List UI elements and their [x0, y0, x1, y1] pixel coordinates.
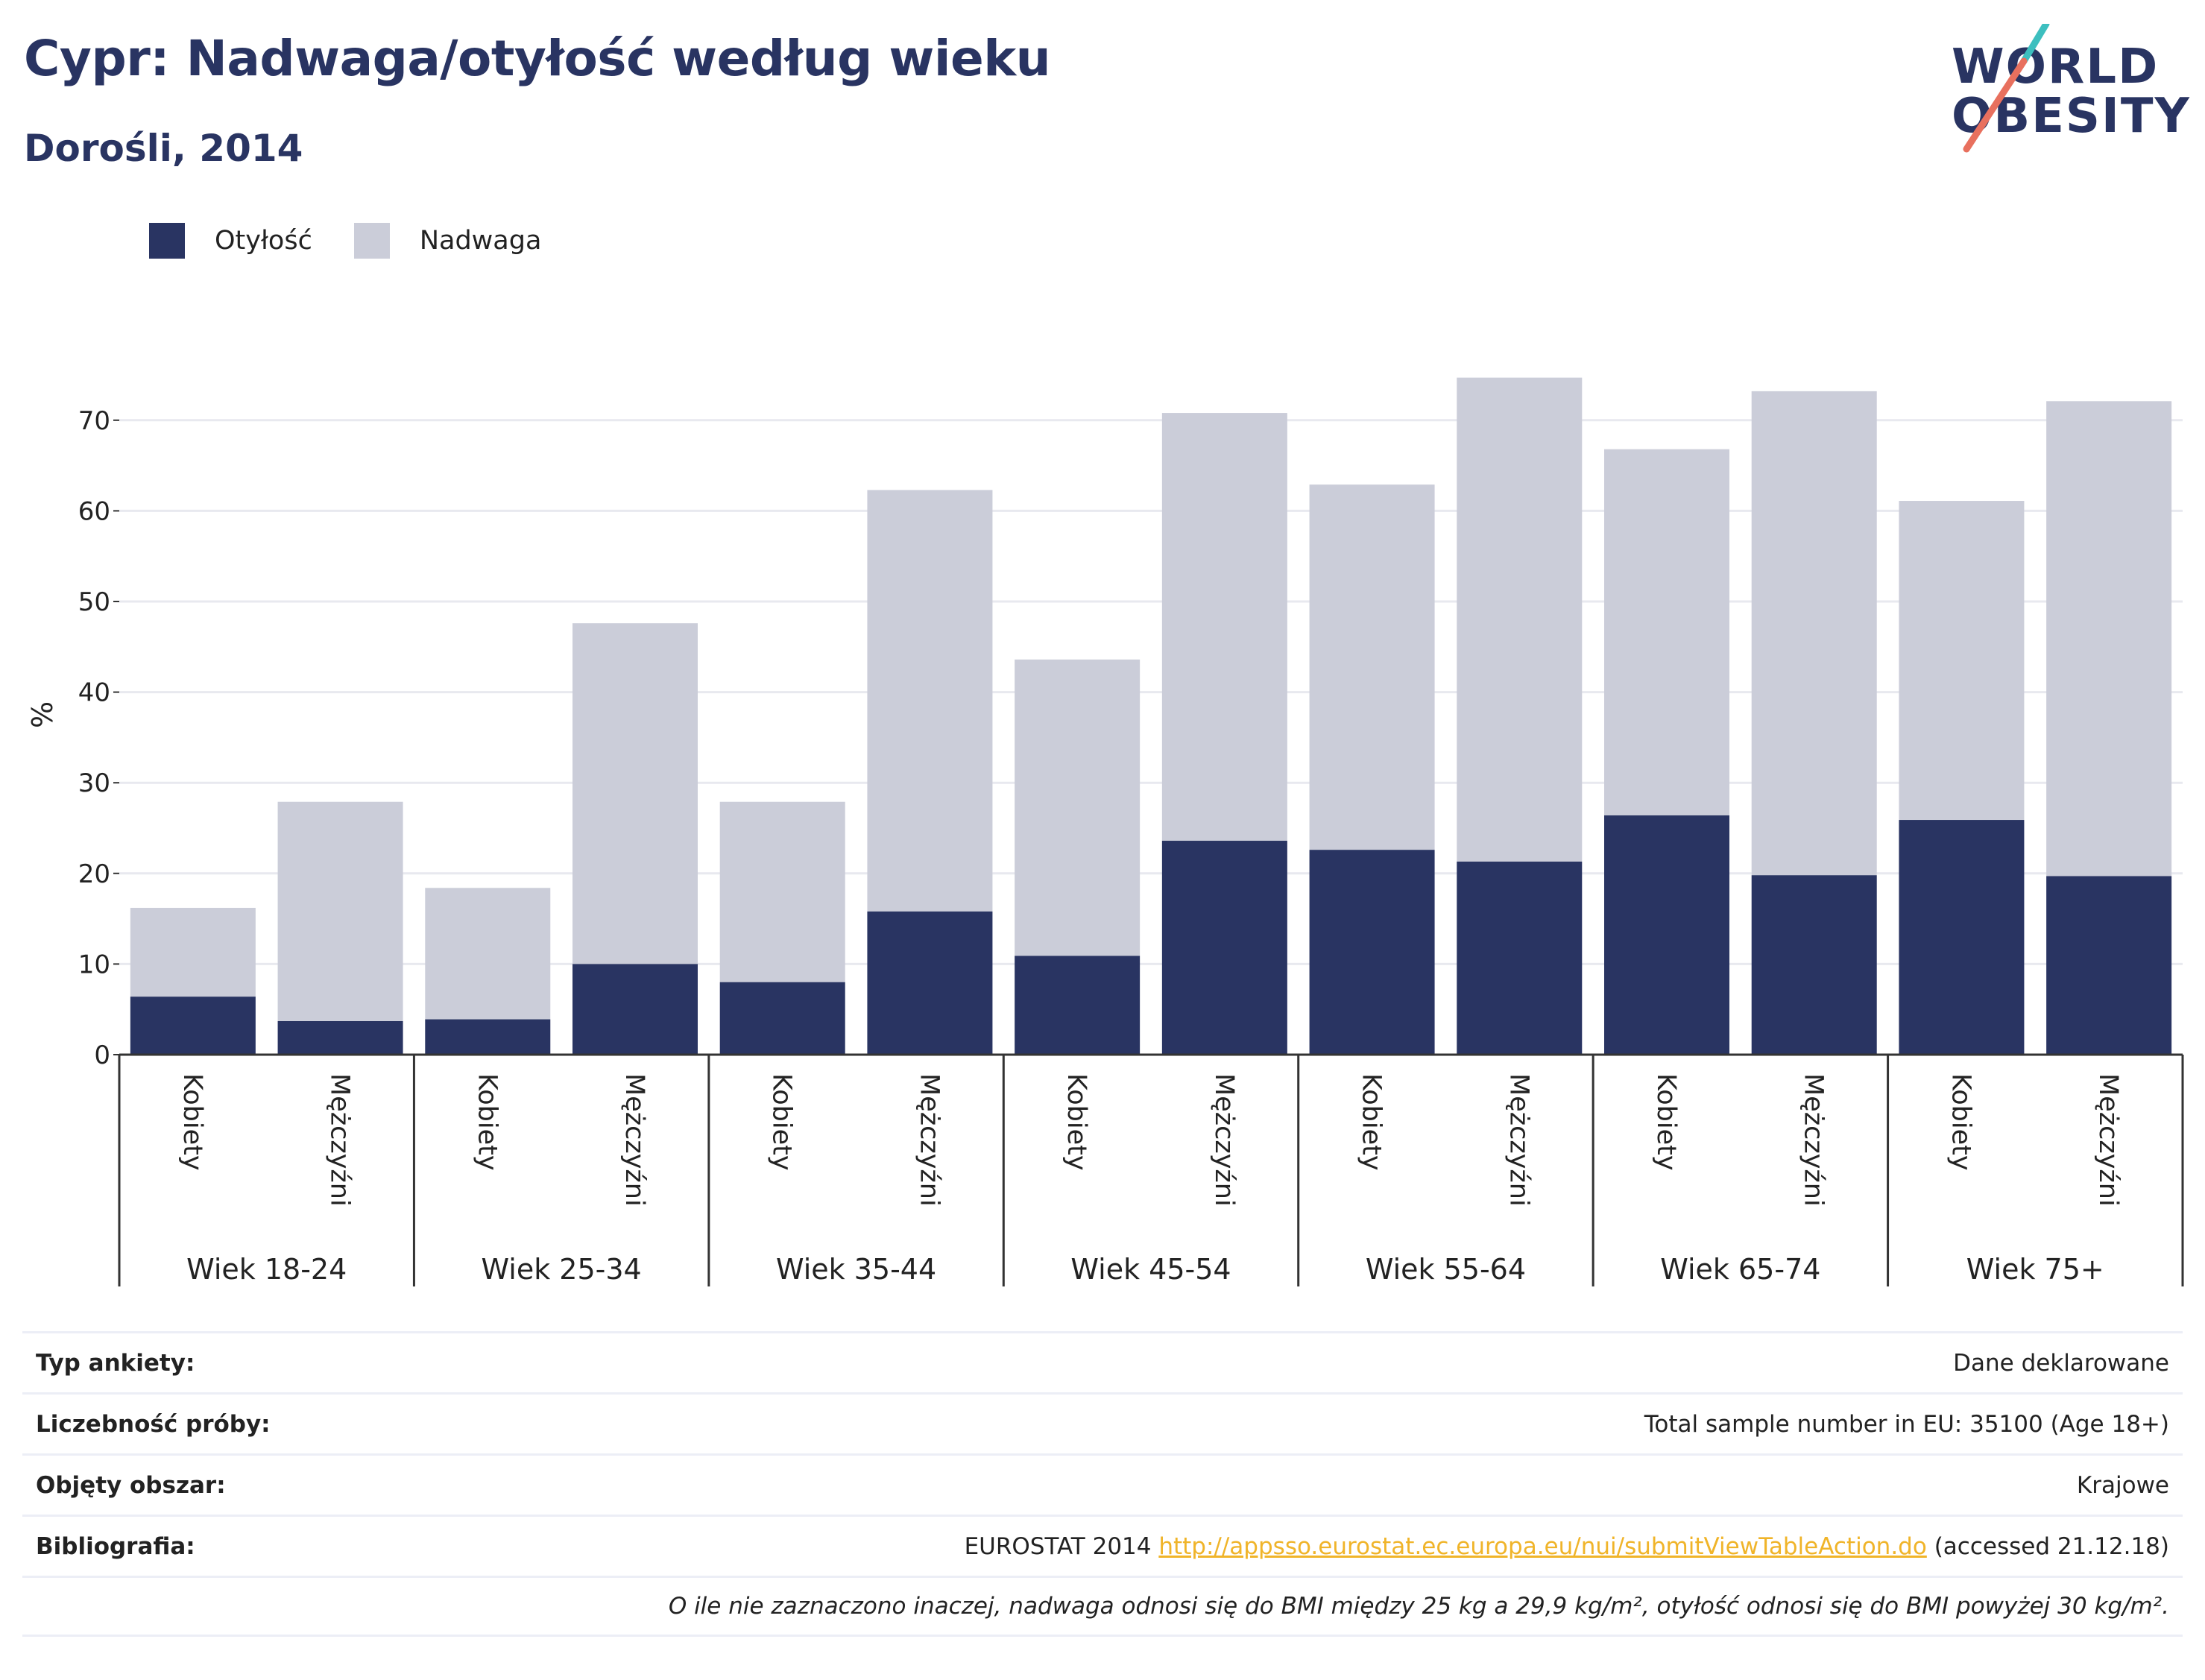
x-subcategory-label: Mężczyźni [1799, 1073, 1829, 1207]
sample-value: Total sample number in EU: 35100 (Age 18… [1644, 1410, 2169, 1438]
y-axis-label: % [26, 701, 59, 728]
info-row-bibliography: Bibliografia: EUROSTAT 2014 http://appss… [22, 1515, 2183, 1576]
bar-obesity [1899, 820, 2025, 1055]
legend-item-overweight: Nadwaga [353, 223, 542, 259]
bar-overweight [1457, 377, 1583, 862]
bar-obesity [867, 911, 993, 1055]
bar-overweight [277, 801, 403, 1022]
y-tick-label: 0 [94, 1040, 110, 1070]
x-subcategory-label: Mężczyźni [325, 1073, 355, 1207]
survey-type-label: Typ ankiety: [36, 1349, 195, 1377]
x-subcategory-label: Mężczyźni [619, 1073, 649, 1207]
bar-overweight [1309, 484, 1435, 850]
bibliography-suffix: (accessed 21.12.18) [1934, 1532, 2169, 1560]
info-row-sample: Liczebność próby: Total sample number in… [22, 1392, 2183, 1453]
y-tick-label: 20 [78, 859, 110, 889]
bar-obesity [277, 1021, 403, 1055]
y-tick-label: 70 [78, 406, 110, 436]
x-subcategory-label: Kobiety [767, 1073, 797, 1171]
y-tick-label: 10 [78, 950, 110, 979]
survey-type-value: Dane deklarowane [1953, 1349, 2169, 1377]
bibliography-prefix: EUROSTAT 2014 [964, 1532, 1152, 1560]
bar-overweight [1604, 449, 1729, 815]
x-group-label: Wiek 45-54 [1070, 1253, 1231, 1286]
bar-overweight [867, 490, 993, 912]
bar-overweight [1899, 501, 2025, 821]
bar-obesity [719, 982, 845, 1055]
x-group-label: Wiek 35-44 [776, 1253, 936, 1286]
y-tick-label: 40 [78, 678, 110, 708]
bar-obesity [425, 1019, 551, 1055]
sample-label: Liczebność próby: [36, 1410, 271, 1438]
x-group-label: Wiek 55-64 [1366, 1253, 1526, 1286]
legend-label-obesity: Otyłość [215, 226, 312, 256]
bar-overweight [1161, 413, 1287, 841]
x-subcategory-label: Kobiety [1946, 1073, 1975, 1171]
x-subcategory-label: Kobiety [1651, 1073, 1681, 1171]
stacked-bar-chart: 0 10 20 30 40 50 60 70% Kobiety Mężczyźni Kobiety M… [26, 377, 2184, 1286]
bar-obesity [1161, 841, 1287, 1055]
bar-obesity [130, 997, 256, 1055]
area-label: Objęty obszar: [36, 1471, 226, 1499]
legend-swatch-obesity [149, 223, 185, 259]
area-value: Krajowe [2076, 1471, 2169, 1499]
x-group-label: Wiek 75+ [1966, 1253, 2104, 1286]
y-tick-label: 60 [78, 496, 110, 526]
legend-item-obesity: Otyłość [149, 223, 312, 259]
bar-overweight [130, 908, 256, 997]
bar-obesity [572, 964, 698, 1055]
x-subcategory-label: Kobiety [1357, 1073, 1387, 1171]
world-obesity-logo: WORLD OBESITY [1938, 24, 2192, 158]
bar-overweight [719, 801, 845, 982]
page-title: Cypr: Nadwaga/otyłość według wieku [24, 30, 1051, 87]
x-subcategory-label: Kobiety [1062, 1073, 1091, 1171]
y-tick-label: 50 [78, 587, 110, 617]
x-subcategory-label: Mężczyźni [914, 1073, 944, 1207]
bar-overweight [1751, 391, 1877, 876]
bibliography-value: EUROSTAT 2014 http://appsso.eurostat.ec.… [965, 1533, 2169, 1560]
definition-note: O ile nie zaznaczono inaczej, nadwaga od… [668, 1593, 2169, 1620]
legend-swatch-overweight [353, 223, 390, 259]
bar-overweight [1015, 659, 1141, 956]
y-tick-label: 30 [78, 768, 110, 798]
x-subcategory-label: Mężczyźni [1209, 1073, 1239, 1207]
bar-obesity [1309, 850, 1435, 1055]
bar-overweight [572, 623, 698, 964]
bar-obesity [1457, 861, 1583, 1055]
x-subcategory-label: Kobiety [177, 1073, 207, 1171]
logo-slash-icon [1963, 24, 2050, 153]
info-row-area: Objęty obszar: Krajowe [22, 1453, 2183, 1515]
info-row-survey-type: Typ ankiety: Dane deklarowane [22, 1331, 2183, 1392]
bar-obesity [1751, 875, 1877, 1055]
x-subcategory-label: Mężczyźni [1504, 1073, 1533, 1207]
x-group-label: Wiek 18-24 [186, 1253, 347, 1286]
x-group-label: Wiek 65-74 [1660, 1253, 1820, 1286]
legend-label-overweight: Nadwaga [419, 226, 542, 256]
bar-overweight [2046, 401, 2172, 877]
bar-obesity [1604, 815, 1729, 1055]
x-subcategory-label: Kobiety [472, 1073, 502, 1171]
x-subcategory-label: Mężczyźni [2093, 1073, 2123, 1207]
bar-obesity [2046, 876, 2172, 1055]
bibliography-label: Bibliografia: [36, 1532, 195, 1560]
bibliography-link[interactable]: http://appsso.eurostat.ec.europa.eu/nui/… [1158, 1532, 1927, 1560]
info-row-note: O ile nie zaznaczono inaczej, nadwaga od… [22, 1576, 2183, 1637]
page-subtitle: Dorośli, 2014 [24, 127, 303, 170]
x-group-label: Wiek 25-34 [482, 1253, 642, 1286]
info-table: Typ ankiety: Dane deklarowane Liczebność… [22, 1331, 2183, 1637]
bar-obesity [1015, 956, 1141, 1055]
logo-line-1: WORLD [1952, 40, 2160, 95]
bar-overweight [425, 888, 551, 1020]
chart-legend: Otyłość Nadwaga [149, 222, 583, 259]
